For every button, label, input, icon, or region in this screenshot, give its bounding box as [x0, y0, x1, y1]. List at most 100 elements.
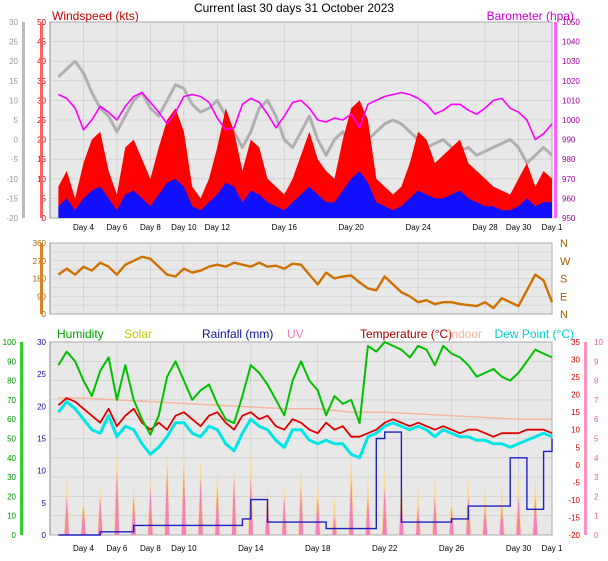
wind-xtick-label: Day 8: [140, 223, 161, 232]
dewpoint-line: [57, 400, 553, 460]
uv-spike: [114, 467, 120, 535]
rain-ytick-label: 30: [37, 338, 46, 347]
uv-ytick-label: 4: [594, 454, 599, 463]
wind-outer-ytick-label: 30: [9, 18, 18, 27]
wind-outer-ytick-label: 0: [14, 136, 19, 145]
rain-ytick-label: 0: [42, 531, 47, 540]
uv-ytick-label: 10: [594, 338, 603, 347]
uv-spike: [382, 486, 387, 535]
uv-spike: [64, 496, 69, 535]
wind-xtick-label: Day 10: [171, 223, 197, 232]
baro-ytick-label: 1030: [562, 57, 580, 66]
uv-spike: [215, 486, 220, 535]
uv-spike: [332, 515, 337, 535]
humidity-ytick-label: 20: [7, 492, 16, 501]
humidity-ytick-label: 80: [7, 377, 16, 386]
humidity-ytick-label: 0: [12, 531, 17, 540]
uv-axis-bar: [584, 342, 587, 535]
rain-ytick-label: 25: [37, 370, 46, 379]
wind-xtick-label: Day 20: [339, 223, 365, 232]
legend-indoor: Indoor: [448, 327, 482, 341]
rain-ytick-label: 20: [37, 402, 46, 411]
humidity-ytick-label: 90: [7, 357, 16, 366]
legend-dewpoint: Dew Point (°C): [495, 327, 574, 341]
uv-spike: [533, 496, 538, 535]
wind-outer-ytick-label: 20: [9, 57, 18, 66]
humidity-line: [57, 341, 553, 436]
wind-outer-ytick-label: -15: [6, 194, 18, 203]
wind-xtick-label: Day 6: [106, 223, 127, 232]
wind-outer-ytick-label: -10: [6, 175, 18, 184]
legend-solar: Solar: [124, 327, 152, 341]
temp-ytick-label: 20: [571, 391, 580, 400]
uv-ytick-label: 6: [594, 415, 599, 424]
temp-xtick-label: Day 26: [439, 544, 465, 553]
baro-ytick-label: 970: [562, 175, 576, 184]
baro-ytick-label: 1020: [562, 77, 580, 86]
uv-spike: [198, 477, 203, 535]
wind-xtick-label: Day 4: [73, 223, 94, 232]
baro-axis-bar: [554, 22, 557, 218]
baro-ytick-label: 1040: [562, 38, 580, 47]
uv-ytick-label: 7: [594, 396, 599, 405]
winddir-compass-label: N: [560, 238, 568, 250]
uv-spike: [365, 496, 371, 535]
uv-spike: [164, 467, 170, 535]
uv-ytick-label: 5: [594, 435, 599, 444]
wind-outer-axis-bar: [22, 22, 25, 218]
temp-xtick-label: Day 14: [238, 544, 264, 553]
wind-outer-ytick-label: -20: [6, 214, 18, 223]
rain-ytick-label: 10: [37, 467, 46, 476]
wind-outer-ytick-label: 10: [9, 96, 18, 105]
winddir-axis-bar: [40, 243, 43, 314]
uv-spike: [415, 506, 421, 535]
uv-spike: [482, 506, 488, 535]
wind-outer-ytick-label: 25: [9, 38, 18, 47]
winddir-ytick-label: 0: [42, 310, 47, 319]
uv-spike: [499, 506, 504, 535]
temp-ytick-label: 15: [571, 408, 580, 417]
temp-xtick-label: Day 4: [73, 544, 94, 553]
winddir-compass-label: E: [560, 291, 567, 303]
baro-ytick-label: 1000: [562, 116, 580, 125]
baro-ytick-label: 1010: [562, 96, 580, 105]
legend-rainfall: Rainfall (mm): [202, 327, 273, 341]
wind-outer-ytick-label: 5: [14, 116, 19, 125]
rain-ytick-label: 5: [42, 499, 47, 508]
uv-ytick-label: 9: [594, 357, 599, 366]
humidity-ytick-label: 50: [7, 435, 16, 444]
temp-ytick-label: -20: [568, 531, 580, 540]
uv-spike: [516, 496, 521, 535]
baro-ytick-label: 950: [562, 214, 576, 223]
wind-ylabel: Windspeed (kts): [52, 9, 139, 23]
humidity-ytick-label: 70: [7, 396, 16, 405]
humidity-ytick-label: 40: [7, 454, 16, 463]
baro-ytick-label: 1050: [562, 18, 580, 27]
humidity-ytick-label: 10: [7, 512, 16, 521]
uv-spike: [181, 467, 187, 535]
baro-ylabel: Barometer (hpa): [487, 9, 574, 23]
legend-humidity: Humidity: [57, 327, 104, 341]
baro-ytick-label: 960: [562, 194, 576, 203]
uv-spike: [432, 496, 438, 535]
uv-spike: [315, 496, 320, 535]
winddir-ytick-label: 270: [33, 257, 47, 266]
winddir-compass-label: N: [560, 309, 568, 321]
temp-ytick-label: 5: [576, 443, 581, 452]
temp-xtick-label: Day 8: [140, 544, 161, 553]
wind-xtick-label: Day 12: [205, 223, 231, 232]
temp-ytick-label: 10: [571, 426, 580, 435]
wind-average-area: [58, 171, 553, 218]
temp-xtick-label: Day 30: [506, 544, 532, 553]
uv-spike: [349, 477, 354, 535]
temp-ytick-label: 0: [576, 461, 581, 470]
temp-xtick-label: Day 18: [305, 544, 331, 553]
temp-xtick-label: Day 22: [372, 544, 398, 553]
uv-spike: [81, 506, 86, 535]
uv-ytick-label: 0: [594, 531, 599, 540]
winddir-ytick-label: 180: [33, 275, 47, 284]
wind-xtick-label: Day 28: [472, 223, 498, 232]
temp-xtick-label: Day 10: [171, 544, 197, 553]
wind-outer-ytick-label: 15: [9, 77, 18, 86]
